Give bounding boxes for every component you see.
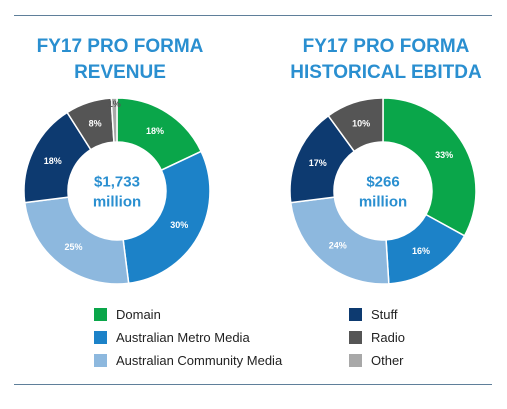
legend-label-australian-community-media: Australian Community Media	[116, 353, 283, 368]
slice-label-australian-metro-media: 16%	[412, 246, 430, 256]
legend-item-radio: Radio	[349, 326, 405, 349]
slice-australian-community-media	[289, 196, 390, 285]
legend-left: Domain Australian Metro Media Australian…	[94, 303, 282, 372]
center-label-line-2: million	[93, 194, 141, 211]
chart-title-ebitda: FY17 PRO FORMA HISTORICAL EBITDA	[266, 34, 506, 86]
chart-title-revenue-line-1: FY17 PRO FORMA	[36, 36, 204, 57]
legend-swatch-australian-community-media	[94, 354, 107, 367]
slice-label-domain: 18%	[146, 126, 164, 136]
slice-radio	[327, 97, 384, 153]
slice-other	[110, 97, 118, 143]
legend-label-stuff: Stuff	[371, 307, 398, 322]
legend-swatch-stuff	[349, 308, 362, 321]
chart-title-revenue: FY17 PRO FORMA REVENUE	[0, 34, 240, 86]
legend-item-stuff: Stuff	[349, 303, 405, 326]
legend-item-australian-community-media: Australian Community Media	[94, 349, 282, 372]
center-label-line-2: million	[359, 194, 407, 211]
slice-label-australian-metro-media: 30%	[170, 220, 188, 230]
slice-label-australian-community-media: 25%	[64, 242, 82, 252]
chart-title-revenue-line-2: REVENUE	[74, 62, 166, 83]
legend-item-other: Other	[349, 349, 405, 372]
legend-swatch-australian-metro-media	[94, 331, 107, 344]
slice-domain	[382, 97, 477, 237]
center-label-line-1: $266	[366, 174, 399, 191]
chart-title-ebitda-line-2: HISTORICAL EBITDA	[290, 62, 482, 83]
legend-swatch-radio	[349, 331, 362, 344]
slice-label-radio: 10%	[352, 119, 370, 129]
legend-label-other: Other	[371, 353, 404, 368]
legend-right: Stuff Radio Other	[349, 303, 405, 372]
ebitda-donut-chart: 33% 16% 24% 17% 10% $266 million	[289, 97, 477, 285]
legend-swatch-other	[349, 354, 362, 367]
slice-australian-community-media	[23, 196, 130, 285]
slice-label-stuff: 17%	[309, 158, 327, 168]
top-divider	[14, 15, 492, 16]
slice-label-other: 1%	[108, 99, 121, 109]
legend-label-domain: Domain	[116, 307, 161, 322]
legend-label-australian-metro-media: Australian Metro Media	[116, 330, 250, 345]
legend-label-radio: Radio	[371, 330, 405, 345]
slice-australian-metro-media	[122, 150, 211, 285]
legend-item-australian-metro-media: Australian Metro Media	[94, 326, 282, 349]
legend-swatch-domain	[94, 308, 107, 321]
slice-label-radio: 8%	[89, 119, 102, 129]
legend-item-domain: Domain	[94, 303, 282, 326]
slice-label-australian-community-media: 24%	[329, 241, 347, 251]
revenue-donut-chart: 18% 30% 25% 18% 8% 1% $1,733 million	[23, 97, 211, 285]
bottom-divider	[14, 384, 492, 385]
slice-label-stuff: 18%	[44, 156, 62, 166]
chart-title-ebitda-line-1: FY17 PRO FORMA	[302, 36, 470, 57]
center-label-line-1: $1,733	[94, 174, 140, 191]
slice-label-domain: 33%	[435, 150, 453, 160]
